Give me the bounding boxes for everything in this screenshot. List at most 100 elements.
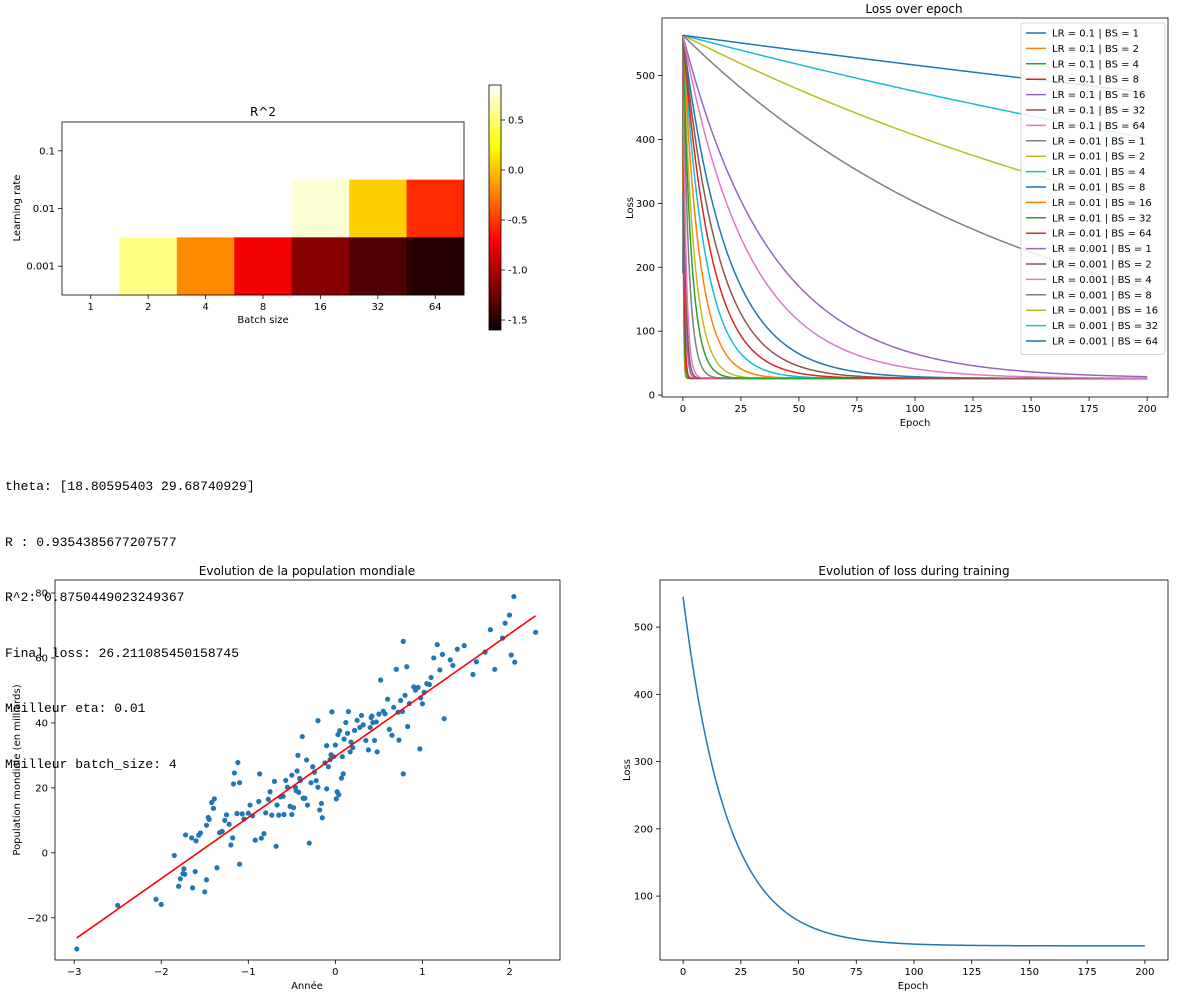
scatter-point [271, 778, 278, 784]
scatter-point [236, 861, 243, 867]
scatter-point [202, 889, 208, 895]
heatmap-x-tick-label: 2 [145, 302, 151, 313]
scatter-point [404, 664, 410, 670]
y-tick-label: 500 [636, 71, 655, 82]
scatter-point [393, 666, 399, 672]
heatmap-x-tick-label: 4 [202, 302, 208, 313]
heatmap-cell [291, 237, 350, 296]
y-tick-label: 100 [634, 892, 653, 903]
scatter-point [382, 711, 388, 717]
scatter-point [153, 896, 159, 902]
legend-entry: LR = 0.001 | BS = 32 [1052, 321, 1158, 332]
y-tick-label: 0 [649, 391, 655, 402]
x-tick-label: 100 [904, 967, 923, 978]
heatmap-cell [349, 179, 407, 238]
legend-entry: LR = 0.01 | BS = 8 [1052, 183, 1145, 194]
x-tick-label: 0 [680, 404, 686, 415]
x-tick-label: 150 [1020, 967, 1039, 978]
heatmap-x-ticks: 1 2 4 8 16 32 64 [88, 295, 442, 313]
legend-entry: LR = 0.001 | BS = 2 [1052, 260, 1152, 271]
scatter-point [239, 811, 245, 817]
y-tick-label: 300 [634, 757, 653, 768]
scatter-point [74, 946, 80, 952]
scatter-point [344, 730, 351, 736]
x-tick-label: 25 [735, 404, 748, 415]
scatter-point [363, 737, 369, 744]
scatter-points [74, 593, 539, 952]
scatter-point [306, 840, 312, 846]
y-tick-label: 200 [634, 824, 653, 835]
heatmap-cells [62, 179, 465, 296]
loss-over-epoch-chart: Loss over epoch 0 25 50 75 100 125 150 175 200 0… [625, 2, 1169, 429]
loss-multi-title: Loss over epoch [865, 2, 962, 16]
x-tick-label: 150 [1022, 404, 1041, 415]
loss-training-chart: Evolution of loss during training 0 25 50 7… [622, 564, 1169, 992]
loss-multi-y-ticks: 0 100 200 300 400 500 [636, 71, 662, 402]
legend-entry: LR = 0.001 | BS = 4 [1052, 275, 1152, 286]
x-tick-label: 200 [1138, 404, 1157, 415]
legend-entry: LR = 0.001 | BS = 8 [1052, 290, 1152, 301]
heatmap-x-tick-label: 16 [314, 302, 327, 313]
scatter-point [211, 796, 217, 802]
scatter-point [508, 652, 514, 658]
loss-single-title: Evolution of loss during training [818, 564, 1009, 578]
scatter-point [373, 719, 379, 725]
scatter-point [263, 810, 269, 816]
legend-entry: LR = 0.001 | BS = 64 [1052, 337, 1158, 348]
scatter-point [470, 671, 476, 678]
legend-entry: LR = 0.1 | BS = 8 [1052, 75, 1139, 86]
legend-entry: LR = 0.01 | BS = 32 [1052, 213, 1152, 224]
scatter-point [308, 780, 314, 786]
scatter-fit-line [76, 615, 537, 939]
scatter-point [115, 902, 121, 909]
scatter-point [391, 704, 397, 710]
scatter-point [347, 749, 353, 755]
x-tick-label: 2 [506, 967, 512, 978]
scatter-point [378, 677, 384, 683]
loss-series-line [682, 35, 1148, 379]
scatter-point [358, 712, 365, 719]
scatter-point [296, 789, 302, 796]
scatter-point [332, 742, 338, 748]
scatter-point [371, 737, 378, 744]
x-tick-label: 0 [332, 967, 338, 978]
loss-single-series [682, 596, 1145, 947]
scatter-point [267, 789, 273, 795]
scatter-point [299, 733, 305, 740]
scatter-point [258, 835, 264, 841]
loss-multi-series [682, 34, 1148, 380]
scatter-point [324, 743, 330, 749]
scatter-point [171, 852, 177, 859]
y-tick-label: 200 [636, 263, 655, 274]
scatter-point [315, 784, 321, 790]
scatter-point [473, 659, 480, 665]
x-tick-label: 50 [793, 404, 806, 415]
scatter-frame [54, 579, 561, 961]
scatter-point [231, 770, 237, 776]
colorbar-ticks: 0.5 0.0 -0.5 -1.0 -1.5 [501, 116, 528, 327]
scatter-point [402, 692, 408, 698]
scatter-point [376, 711, 382, 717]
colorbar-tick-label: -0.5 [508, 216, 528, 227]
loss-single-frame [659, 579, 1169, 961]
scatter-point [340, 771, 346, 777]
heatmap-x-tick-label: 32 [371, 302, 384, 313]
scatter-point [369, 713, 375, 719]
scatter-y-label: Population mondiale (en milliards) [12, 684, 23, 855]
scatter-point [426, 681, 432, 688]
heatmap-cell [62, 237, 120, 296]
scatter-point [511, 593, 517, 600]
legend-entry: LR = 0.1 | BS = 1 [1052, 29, 1139, 40]
scatter-point [434, 642, 440, 648]
x-tick-label: −3 [67, 967, 82, 978]
scatter-point [333, 796, 339, 802]
scatter-point [247, 802, 253, 808]
scatter-point [396, 737, 402, 743]
scatter-point [245, 810, 251, 816]
console-line-best-eta: Meilleur eta: 0.01 [5, 701, 146, 716]
scatter-point [415, 684, 421, 691]
scatter-point [183, 832, 189, 838]
scatter-point [176, 883, 182, 889]
legend-entry: LR = 0.01 | BS = 16 [1052, 198, 1152, 209]
scatter-point [439, 651, 446, 657]
